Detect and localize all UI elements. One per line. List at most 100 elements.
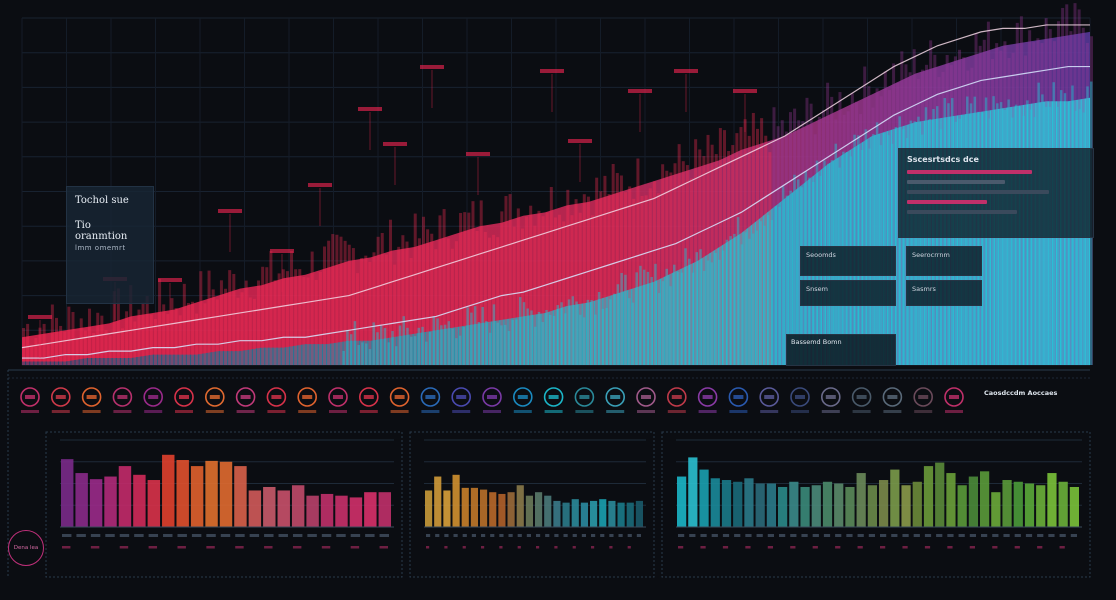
bar: [133, 474, 146, 527]
bar: [489, 492, 497, 527]
area-spike-red: [265, 267, 269, 365]
circle-icon-caption: [637, 410, 655, 413]
area-spike-cyan: [515, 319, 518, 365]
area-spike-cyan: [774, 206, 777, 365]
area-spike-cyan: [785, 195, 789, 365]
circle-icon-caption: [144, 410, 163, 413]
tick-label: [745, 546, 751, 549]
bar: [306, 495, 319, 527]
area-spike-cyan: [507, 331, 511, 365]
area-spike-red: [838, 92, 842, 365]
area-spike-red: [442, 209, 446, 365]
area-spike-cyan: [500, 325, 503, 365]
tick-label: [857, 546, 863, 549]
area-spike-red: [788, 112, 792, 365]
area-spike-red: [669, 172, 673, 365]
circle-icon-caption: [421, 410, 440, 413]
annotation-mark: [466, 152, 490, 156]
area-spike-red: [793, 108, 797, 365]
title-card-subheading: Tio oranmtion: [75, 220, 128, 242]
area-spike-red: [273, 280, 277, 365]
circle-icon-caption: [544, 410, 563, 413]
bar: [778, 486, 788, 527]
area-spike-red: [611, 163, 615, 365]
area-spike-red: [199, 271, 203, 365]
area-spike-red: [174, 308, 178, 365]
bar-panel-frame: [45, 431, 403, 578]
bar: [856, 473, 866, 527]
area-spike-red: [426, 229, 430, 365]
tick-label: [206, 534, 216, 537]
tick-label: [600, 534, 605, 537]
bar: [946, 473, 956, 527]
tick-label: [379, 534, 389, 537]
area-spike-cyan: [590, 299, 593, 365]
circle-icon: [81, 387, 102, 407]
area-spike-red: [166, 314, 170, 365]
tick-label: [462, 546, 466, 549]
area-spike-red: [261, 266, 265, 365]
bar: [544, 495, 552, 527]
circle-icon: [235, 387, 256, 407]
area-spike-red: [826, 82, 830, 366]
tick-label: [846, 534, 853, 537]
circle-icon: [451, 387, 472, 407]
title-card: Tochol sue Tio oranmtion lmm omemrt: [66, 186, 154, 304]
bar: [980, 471, 990, 527]
circle-icon: [328, 387, 348, 407]
area-spike-red: [702, 156, 706, 365]
area-spike-red: [413, 213, 417, 365]
bar: [755, 483, 765, 527]
area-spike-cyan: [631, 302, 635, 365]
circle-icon-caption: [298, 410, 317, 413]
area-spike-red: [83, 330, 87, 365]
bar: [1069, 486, 1079, 527]
area-spike-red: [384, 254, 388, 365]
area-spike-red: [454, 241, 458, 365]
area-spike-red: [694, 139, 698, 365]
circle-icon-glyph: [795, 395, 805, 399]
area-spike-red: [867, 86, 871, 366]
area-spike-red: [137, 309, 141, 365]
circle-icon: [512, 387, 533, 407]
tick-label: [745, 534, 752, 537]
tick-label: [969, 534, 976, 537]
area-spike-red: [632, 198, 636, 365]
area-spike-cyan: [526, 308, 529, 365]
area-spike-cyan: [954, 121, 958, 365]
area-spike-red: [298, 269, 302, 365]
circle-icon-caption: [698, 410, 717, 413]
area-spike-cyan: [579, 314, 582, 365]
area-spike-cyan: [496, 322, 499, 365]
area-spike-red: [801, 121, 805, 365]
area-spike-cyan: [440, 325, 443, 365]
area-spike-red: [421, 216, 425, 365]
area-spike-red: [248, 297, 252, 365]
circle-icon-glyph: [394, 395, 405, 399]
tick-label: [924, 534, 932, 537]
area-spike-cyan: [503, 324, 507, 365]
circle-icon: [174, 387, 194, 407]
area-spike-red: [417, 238, 421, 365]
area-spike-red: [648, 188, 652, 365]
area-spike-cyan: [669, 286, 672, 365]
area-spike-cyan: [763, 225, 766, 365]
tick-label: [471, 534, 476, 537]
circle-icon-caption: [359, 410, 378, 413]
area-spike-cyan: [958, 118, 962, 365]
bar: [525, 495, 533, 527]
title-card-heading: Tochol sue: [75, 195, 129, 206]
area-spike-cyan: [672, 264, 676, 365]
circle-icon-caption: [205, 410, 224, 413]
circle-icon-caption: [945, 410, 963, 413]
tick-label: [1014, 534, 1021, 537]
area-spike-red: [96, 312, 100, 365]
bar: [834, 483, 844, 527]
annotation-mark: [540, 69, 564, 73]
area-spike-red: [685, 165, 689, 365]
circle-icon: [790, 387, 810, 407]
area-spike-red: [537, 210, 541, 365]
info-line: [907, 200, 988, 204]
area-spike-red: [50, 304, 54, 365]
area-spike-red: [549, 186, 553, 365]
